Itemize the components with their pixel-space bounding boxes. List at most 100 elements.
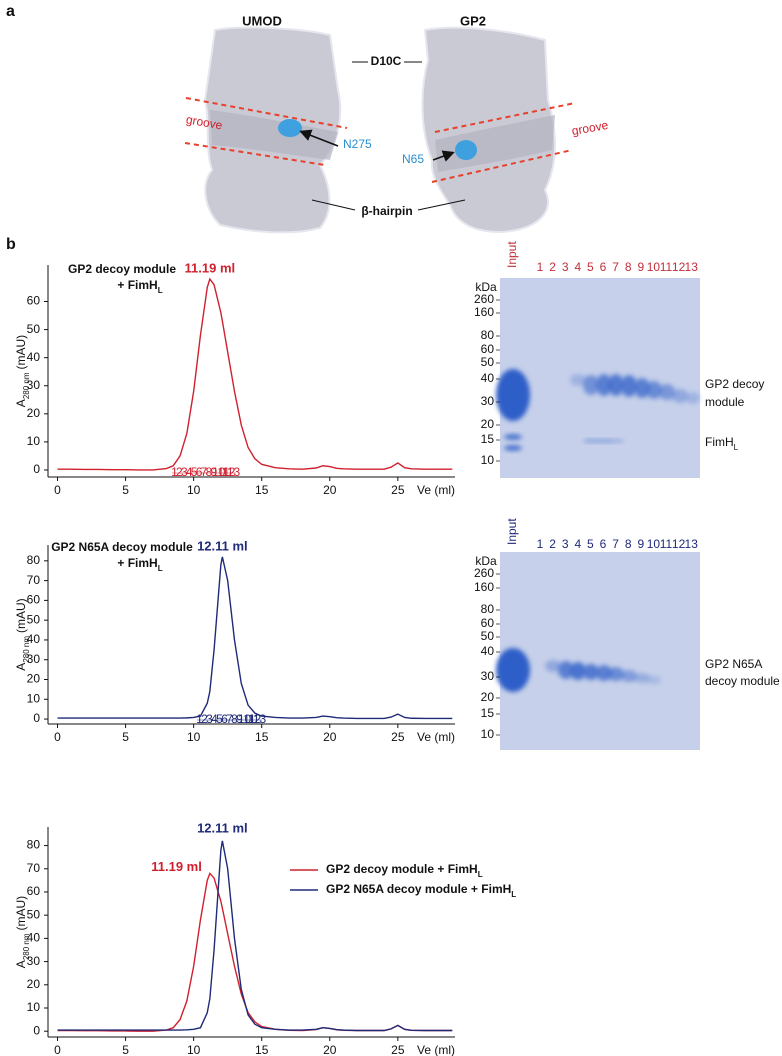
band-label-main: FimH bbox=[705, 435, 734, 449]
lane-label: 7 bbox=[612, 260, 619, 274]
gel bbox=[500, 552, 700, 750]
gel-band bbox=[496, 648, 530, 692]
marker-label: 30 bbox=[481, 394, 495, 408]
gel-band bbox=[583, 439, 599, 443]
chart-title: GP2 N65A decoy module bbox=[51, 540, 193, 554]
gel-band bbox=[672, 389, 688, 403]
x-tick-label: 10 bbox=[187, 1043, 201, 1056]
panel-label: b bbox=[6, 236, 16, 253]
x-tick-label: 10 bbox=[187, 730, 201, 744]
hairpin-label: β-hairpin bbox=[361, 204, 412, 218]
lane-label: 5 bbox=[587, 537, 594, 551]
gel-band bbox=[596, 439, 612, 443]
x-axis-label: Ve (ml) bbox=[417, 483, 455, 497]
lane-label: Input bbox=[505, 518, 519, 545]
marker-label: 160 bbox=[474, 305, 494, 319]
structure-name: UMOD bbox=[242, 13, 282, 28]
gel-band bbox=[634, 673, 650, 683]
x-tick-label: 0 bbox=[54, 730, 61, 744]
marker-label: 260 bbox=[474, 566, 494, 580]
y-tick-label: 0 bbox=[33, 1023, 40, 1037]
marker-label: 15 bbox=[481, 706, 495, 720]
lane-label: 12 bbox=[672, 537, 686, 551]
band-label: GP2 decoy bbox=[705, 377, 764, 391]
fraction-label: 12 bbox=[222, 465, 236, 479]
fraction-label: 4 bbox=[211, 712, 218, 726]
gel-band bbox=[608, 374, 624, 396]
surface-gp2 bbox=[421, 26, 557, 234]
marker-label: 10 bbox=[481, 727, 495, 741]
lane-label: 3 bbox=[562, 537, 569, 551]
arrow bbox=[299, 129, 339, 147]
fraction-label: 8 bbox=[231, 712, 238, 726]
fraction-label: 9 bbox=[236, 712, 243, 726]
band-label: decoy module bbox=[705, 674, 780, 688]
surface-umod bbox=[203, 26, 342, 234]
fraction-label: 7 bbox=[201, 465, 208, 479]
chart-title-main: + FimH bbox=[117, 556, 157, 570]
y-tick-label: 50 bbox=[27, 907, 41, 921]
lane-label: 2 bbox=[549, 537, 556, 551]
leader-line bbox=[311, 199, 356, 211]
marker-label: 50 bbox=[481, 355, 495, 369]
y-axis-label-main: A bbox=[14, 399, 28, 407]
d10c-label: D10C bbox=[371, 54, 402, 68]
lane-label: 5 bbox=[587, 260, 594, 274]
chart-title-main: + FimH bbox=[117, 278, 157, 292]
x-tick-label: 25 bbox=[391, 483, 405, 497]
site-label: N65 bbox=[402, 152, 424, 166]
y-axis-label-main: A bbox=[14, 663, 28, 671]
fraction-label: 2 bbox=[176, 465, 183, 479]
y-tick-label: 30 bbox=[27, 652, 41, 666]
gel-band bbox=[621, 375, 637, 397]
fraction-label: 13 bbox=[253, 712, 267, 726]
marker-label: 10 bbox=[481, 453, 495, 467]
y-tick-label: 10 bbox=[27, 691, 41, 705]
chart-title: GP2 decoy module bbox=[68, 262, 176, 276]
series-line bbox=[57, 840, 453, 1032]
chart-title-sub: L bbox=[158, 286, 163, 295]
series-line bbox=[57, 556, 453, 720]
band-label-sub: L bbox=[734, 443, 739, 452]
y-tick-label: 0 bbox=[33, 462, 40, 476]
y-axis-label-suffix: (mAU) bbox=[14, 896, 28, 931]
y-axis-label: A280 nm (mAU) bbox=[14, 335, 30, 407]
fraction-label: 11 bbox=[243, 712, 256, 726]
y-tick-label: 80 bbox=[27, 553, 41, 567]
marker-label: 260 bbox=[474, 292, 494, 306]
chart-title: + FimHL bbox=[117, 278, 162, 294]
lane-label: 12 bbox=[672, 260, 686, 274]
marker-label: 40 bbox=[481, 644, 495, 658]
marker-label: 60 bbox=[481, 342, 495, 356]
site-label: N275 bbox=[343, 137, 372, 151]
gel-band bbox=[659, 384, 675, 400]
structure-name: GP2 bbox=[460, 13, 486, 28]
gel-band bbox=[621, 670, 637, 682]
x-tick-label: 0 bbox=[54, 483, 61, 497]
lane-label: 10 bbox=[647, 537, 661, 551]
y-tick-label: 70 bbox=[27, 861, 41, 875]
lane-label: 13 bbox=[685, 537, 699, 551]
lane-label: 6 bbox=[600, 537, 607, 551]
fraction-label: 2 bbox=[201, 712, 208, 726]
lane-label: 7 bbox=[612, 537, 619, 551]
lane-label: 9 bbox=[637, 537, 644, 551]
y-tick-label: 60 bbox=[27, 884, 41, 898]
gel-band bbox=[504, 434, 522, 440]
y-axis-label-sub: 280 nm bbox=[22, 636, 31, 663]
y-axis-label: A280 nm (mAU) bbox=[14, 598, 30, 670]
legend-label-main: GP2 decoy module + FimH bbox=[326, 862, 478, 876]
x-tick-label: 20 bbox=[323, 483, 337, 497]
groove-label: groove bbox=[571, 118, 610, 138]
leader-line bbox=[417, 199, 466, 211]
lane-label: 11 bbox=[660, 260, 673, 274]
marker-label: 80 bbox=[481, 602, 495, 616]
lane-label: 1 bbox=[537, 537, 544, 551]
fraction-label: 12 bbox=[248, 712, 262, 726]
legend-label-main: GP2 N65A decoy module + FimH bbox=[326, 882, 511, 896]
band-label: FimHL bbox=[705, 435, 739, 451]
gel-band bbox=[596, 665, 612, 681]
lane-label: 11 bbox=[660, 537, 673, 551]
y-tick-label: 10 bbox=[27, 434, 41, 448]
y-tick-label: 40 bbox=[27, 931, 41, 945]
